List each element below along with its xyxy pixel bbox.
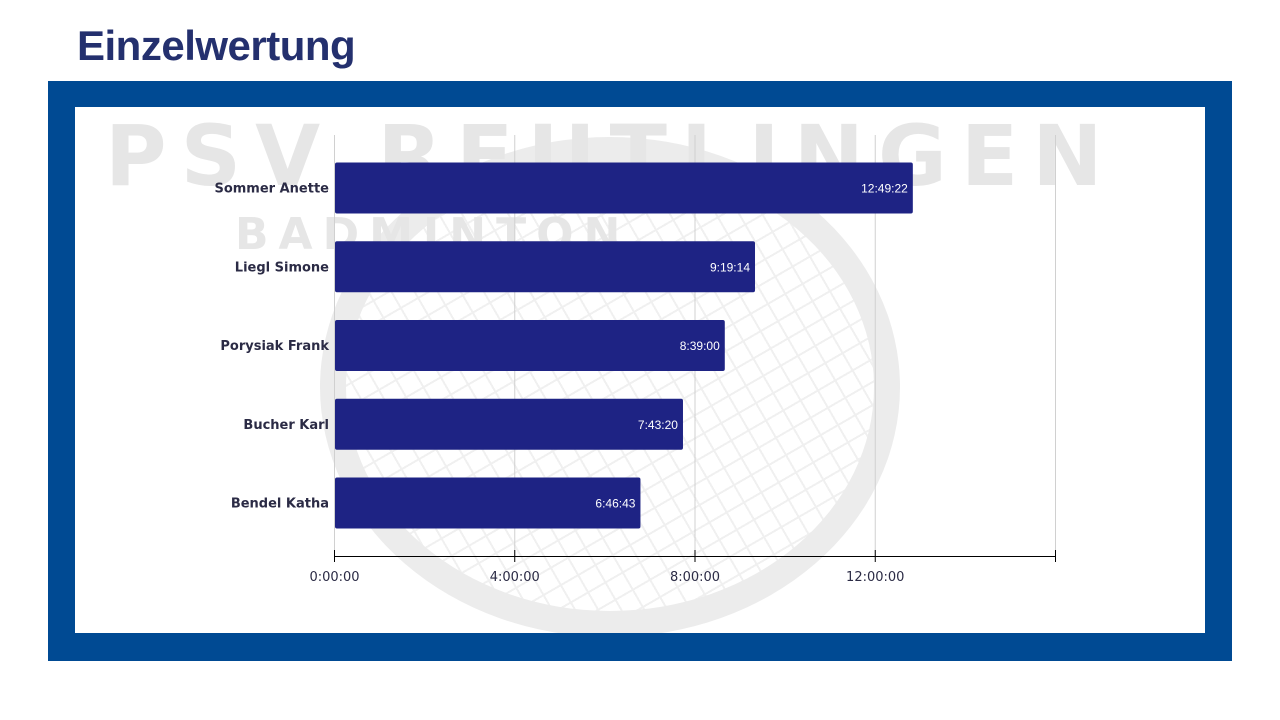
bar [335, 162, 913, 214]
bar [335, 398, 683, 450]
bar [335, 477, 641, 529]
bar-value-label: 6:46:43 [595, 497, 635, 511]
bar-value-label: 12:49:22 [861, 182, 908, 196]
x-tick-label: 4:00:00 [490, 570, 540, 585]
x-tick-label: 0:00:00 [309, 570, 359, 585]
bar [335, 241, 756, 293]
y-category-label: Bucher Karl [243, 418, 329, 433]
y-category-label: Porysiak Frank [220, 339, 329, 354]
y-category-label: Bendel Katha [231, 497, 329, 512]
y-category-label: Sommer Anette [214, 182, 329, 197]
x-tick-label: 8:00:00 [670, 570, 720, 585]
y-category-label: Liegl Simone [235, 260, 329, 275]
x-tick-label: 12:00:00 [846, 570, 904, 585]
bar-value-label: 8:39:00 [680, 339, 720, 353]
bar-value-label: 7:43:20 [638, 418, 678, 432]
page-title: Einzelwertung [77, 22, 356, 69]
bar [335, 320, 725, 371]
bar-value-label: 9:19:14 [710, 260, 750, 274]
